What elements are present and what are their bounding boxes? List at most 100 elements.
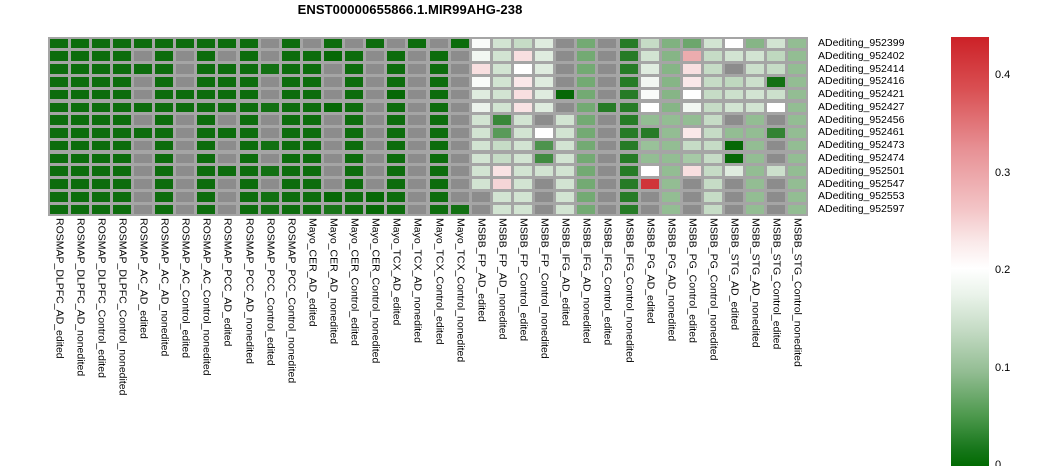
heatmap-cell xyxy=(745,63,766,76)
heatmap-cell xyxy=(238,101,259,114)
heatmap-cell-fill xyxy=(450,51,469,61)
heatmap-cell-fill xyxy=(281,153,300,164)
heatmap-cell xyxy=(217,101,238,114)
heatmap-cell-fill xyxy=(492,115,511,125)
column-label-slot: MSBB_FP_Control_nonedited xyxy=(534,218,555,458)
heatmap-cell-fill xyxy=(577,102,596,113)
heatmap-cell xyxy=(555,178,576,191)
heatmap-cell xyxy=(280,126,301,139)
heatmap-cell-fill xyxy=(535,140,554,151)
heatmap-cell xyxy=(322,88,343,101)
heatmap-cell xyxy=(449,126,470,139)
heatmap-cell xyxy=(702,63,723,76)
heatmap-cell-fill xyxy=(239,179,258,189)
heatmap-cell-fill xyxy=(408,89,427,100)
heatmap-cell xyxy=(512,101,533,114)
heatmap-cell xyxy=(787,165,808,178)
heatmap-cell xyxy=(702,152,723,165)
heatmap-cell xyxy=(491,88,512,101)
heatmap-cell-fill xyxy=(324,89,342,100)
heatmap-cell xyxy=(449,50,470,63)
heatmap-cell-fill xyxy=(239,153,258,164)
column-label-slot: MSBB_IFG_Control_nonedited xyxy=(618,218,639,458)
heatmap-cell xyxy=(428,37,449,50)
heatmap-cell xyxy=(69,50,90,63)
heatmap-cell xyxy=(322,50,343,63)
heatmap-cell-fill xyxy=(577,115,596,125)
heatmap-cell xyxy=(154,126,175,139)
heatmap-cell-fill xyxy=(577,140,596,151)
heatmap-cell xyxy=(639,190,660,203)
heatmap-cell xyxy=(90,165,111,178)
heatmap-cell-fill xyxy=(556,76,575,87)
heatmap-cell-fill xyxy=(70,51,89,61)
heatmap-cell-fill xyxy=(408,38,427,49)
heatmap-cell xyxy=(111,190,132,203)
heatmap-cell-fill xyxy=(91,115,110,125)
heatmap-cell-fill xyxy=(366,76,385,87)
heatmap-cell xyxy=(512,63,533,76)
heatmap-cell xyxy=(154,75,175,88)
heatmap-cell xyxy=(512,165,533,178)
heatmap-cell xyxy=(365,178,386,191)
heatmap-cell xyxy=(196,50,217,63)
heatmap-cell xyxy=(154,50,175,63)
heatmap-cell-fill xyxy=(408,140,427,151)
heatmap-cell xyxy=(280,190,301,203)
heatmap-cell-fill xyxy=(260,51,279,61)
column-label: Mayo_TCX_Control_nonedited xyxy=(453,218,466,363)
heatmap-cell-fill xyxy=(619,64,638,74)
heatmap-cell xyxy=(745,165,766,178)
heatmap-cell xyxy=(259,190,280,203)
heatmap-cell xyxy=(428,101,449,114)
heatmap-cell-fill xyxy=(450,153,469,164)
heatmap-cell-fill xyxy=(239,51,258,61)
heatmap-cell xyxy=(386,50,407,63)
heatmap-cell-fill xyxy=(218,140,237,151)
heatmap-cell xyxy=(365,63,386,76)
heatmap-cell xyxy=(470,178,491,191)
heatmap-cell-fill xyxy=(260,76,279,87)
heatmap-cell-fill xyxy=(471,166,490,177)
heatmap-cell-fill xyxy=(239,166,258,177)
heatmap-cell xyxy=(69,178,90,191)
heatmap-cell xyxy=(745,88,766,101)
heatmap-cell-fill xyxy=(176,128,195,138)
heatmap-cell xyxy=(132,75,153,88)
heatmap-cell xyxy=(555,139,576,152)
heatmap-cell-fill xyxy=(788,38,807,49)
heatmap-cell-fill xyxy=(324,51,342,61)
heatmap-cell-fill xyxy=(49,153,68,164)
heatmap-cell xyxy=(639,152,660,165)
column-label: ROSMAP_AC_AD_edited xyxy=(137,218,150,339)
heatmap-cell xyxy=(449,114,470,127)
heatmap-cell-fill xyxy=(556,64,575,74)
heatmap-cell xyxy=(449,88,470,101)
heatmap-cell xyxy=(344,63,365,76)
heatmap-cell xyxy=(111,126,132,139)
heatmap-cell xyxy=(534,126,555,139)
heatmap-cell xyxy=(428,63,449,76)
heatmap-cell xyxy=(681,190,702,203)
column-label: MSBB_FP_Control_nonedited xyxy=(538,218,551,359)
heatmap-cell xyxy=(69,152,90,165)
heatmap-cell xyxy=(724,190,745,203)
column-label: MSBB_IFG_Control_edited xyxy=(601,218,614,346)
column-label-slot: ROSMAP_PCC_Control_edited xyxy=(259,218,280,458)
heatmap-cell-fill xyxy=(218,51,237,61)
column-label-slot: Mayo_CER_AD_nonedited xyxy=(322,218,343,458)
heatmap-cell-fill xyxy=(492,140,511,151)
heatmap-cell-fill xyxy=(746,38,765,49)
heatmap-cell xyxy=(259,178,280,191)
heatmap-cell-fill xyxy=(387,140,406,151)
heatmap-cell-fill xyxy=(471,51,490,61)
heatmap-cell-fill xyxy=(387,38,406,49)
heatmap-cell xyxy=(449,63,470,76)
heatmap-cell-fill xyxy=(239,38,258,49)
heatmap-cell-fill xyxy=(408,204,427,215)
heatmap-cell-fill xyxy=(408,153,427,164)
heatmap-cell-fill xyxy=(682,204,701,215)
heatmap-cell-fill xyxy=(492,166,511,177)
heatmap-cell xyxy=(639,165,660,178)
heatmap-cell xyxy=(196,139,217,152)
